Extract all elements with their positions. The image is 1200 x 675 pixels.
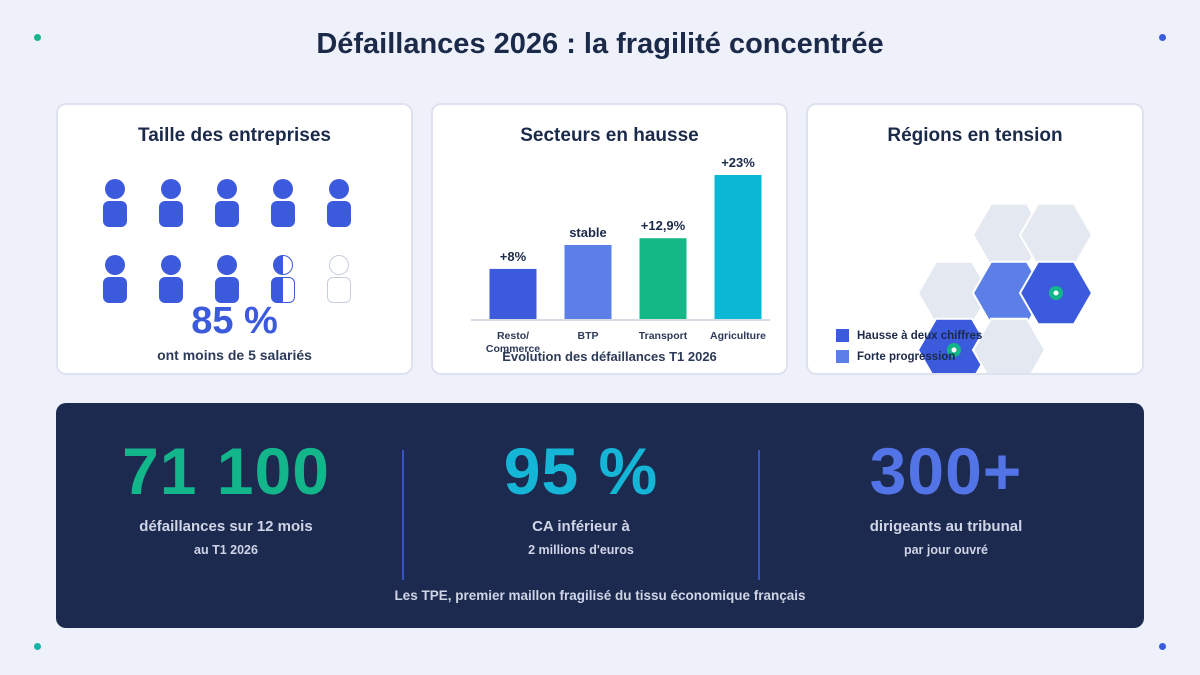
corner-dot	[34, 643, 41, 650]
stat-failures: 71 100 défaillances sur 12 mois au T1 20…	[56, 438, 396, 557]
person-icon	[271, 179, 295, 227]
x-tick-label: Resto/	[497, 330, 529, 342]
person-body	[271, 277, 295, 303]
stat-label: CA inférieur à	[532, 518, 630, 535]
person-head	[273, 255, 293, 275]
person-body	[327, 277, 351, 303]
person-icon	[103, 255, 127, 303]
corner-dot	[34, 34, 41, 41]
stat-value: 95 %	[503, 434, 659, 508]
legend-swatch	[836, 329, 849, 342]
stat-label: défaillances sur 12 mois	[139, 518, 313, 535]
person-icon	[159, 255, 183, 303]
person-body	[103, 277, 127, 303]
person-body	[215, 201, 239, 227]
stat-sublabel: par jour ouvré	[903, 543, 989, 557]
person-head	[105, 179, 125, 199]
person-head	[329, 179, 349, 199]
person-icon	[159, 179, 183, 227]
person-head	[161, 255, 181, 275]
region-hex	[971, 317, 1047, 373]
person-icon	[103, 179, 127, 227]
person-icon	[215, 179, 239, 227]
card-title: Secteurs en hausse	[520, 125, 699, 146]
person-head	[273, 179, 293, 199]
stat-revenue: 95 % CA inférieur à 2 millions d'euros	[411, 438, 751, 557]
bar	[639, 238, 687, 319]
legend-item: Hausse à deux chiffres	[836, 325, 982, 346]
person-icon	[271, 255, 295, 303]
panel-footer: Les TPE, premier maillon fragilisé du ti…	[394, 588, 806, 603]
company-size-card: Taille des entreprises 85 % ont moins de…	[56, 103, 413, 375]
bar	[564, 245, 612, 319]
corner-dot	[1159, 34, 1166, 41]
people-pictogram	[58, 105, 411, 373]
person-icon	[327, 255, 351, 303]
x-tick-label: BTP	[578, 330, 599, 342]
stat-tribunal: 300+ dirigeants au tribunal par jour ouv…	[776, 438, 1116, 557]
stat-sublabel: 2 millions d'euros	[528, 543, 634, 557]
legend-item: Forte progression	[836, 346, 982, 367]
share-label: ont moins de 5 salariés	[157, 347, 312, 363]
bar-data-label: +12,9%	[641, 218, 686, 233]
bar-data-label: +23%	[721, 155, 755, 170]
stat-label: dirigeants au tribunal	[869, 518, 1023, 535]
divider	[402, 450, 404, 580]
divider	[758, 450, 760, 580]
page-title: Défaillances 2026 : la fragilité concent…	[316, 28, 884, 60]
corner-dot	[1159, 643, 1166, 650]
x-tick-label: Commerce	[486, 343, 540, 355]
regions-card: Régions en tension Hausse à deux chiffre…	[806, 103, 1144, 375]
region-marker-dot	[1053, 290, 1059, 296]
person-head	[217, 255, 237, 275]
stat-value: 300+	[869, 434, 1023, 508]
key-figures-panel: 71 100 défaillances sur 12 mois au T1 20…	[56, 403, 1144, 628]
legend-swatch	[836, 350, 849, 363]
person-head	[217, 179, 237, 199]
person-body	[215, 277, 239, 303]
sectors-bar-chart: +8% Resto/Commerce stable BTP +12,9% Transpor…	[471, 155, 770, 355]
person-body	[327, 201, 351, 227]
x-tick-label: Agriculture	[710, 330, 766, 342]
card-title: Taille des entreprises	[138, 125, 331, 146]
x-tick-label: Transport	[639, 330, 688, 342]
bar-data-label: +8%	[500, 249, 527, 264]
person-body	[103, 201, 127, 227]
bar-data-label: stable	[569, 225, 607, 240]
person-head	[161, 179, 181, 199]
bar	[714, 175, 762, 319]
person-body	[159, 201, 183, 227]
regions-hex-map	[916, 202, 1094, 373]
bar	[489, 268, 537, 319]
legend-label: Forte progression	[857, 350, 956, 363]
stat-value: 71 100	[122, 434, 330, 508]
region-marker-dot	[951, 347, 957, 353]
share-value: 85 %	[191, 300, 278, 342]
sectors-card: Secteurs en hausse +8% Resto/Commerce stab…	[431, 103, 788, 375]
person-icon	[215, 255, 239, 303]
legend-label: Hausse à deux chiffres	[857, 329, 983, 342]
person-head	[329, 255, 349, 275]
person-body	[159, 277, 183, 303]
stat-sublabel: au T1 2026	[194, 543, 258, 557]
regions-legend: Hausse à deux chiffres Forte progression	[836, 325, 982, 367]
person-icon	[327, 179, 351, 227]
card-title: Régions en tension	[887, 125, 1063, 146]
chart-caption: Évolution des défaillances T1 2026	[502, 349, 717, 364]
person-body	[271, 201, 295, 227]
person-head	[105, 255, 125, 275]
